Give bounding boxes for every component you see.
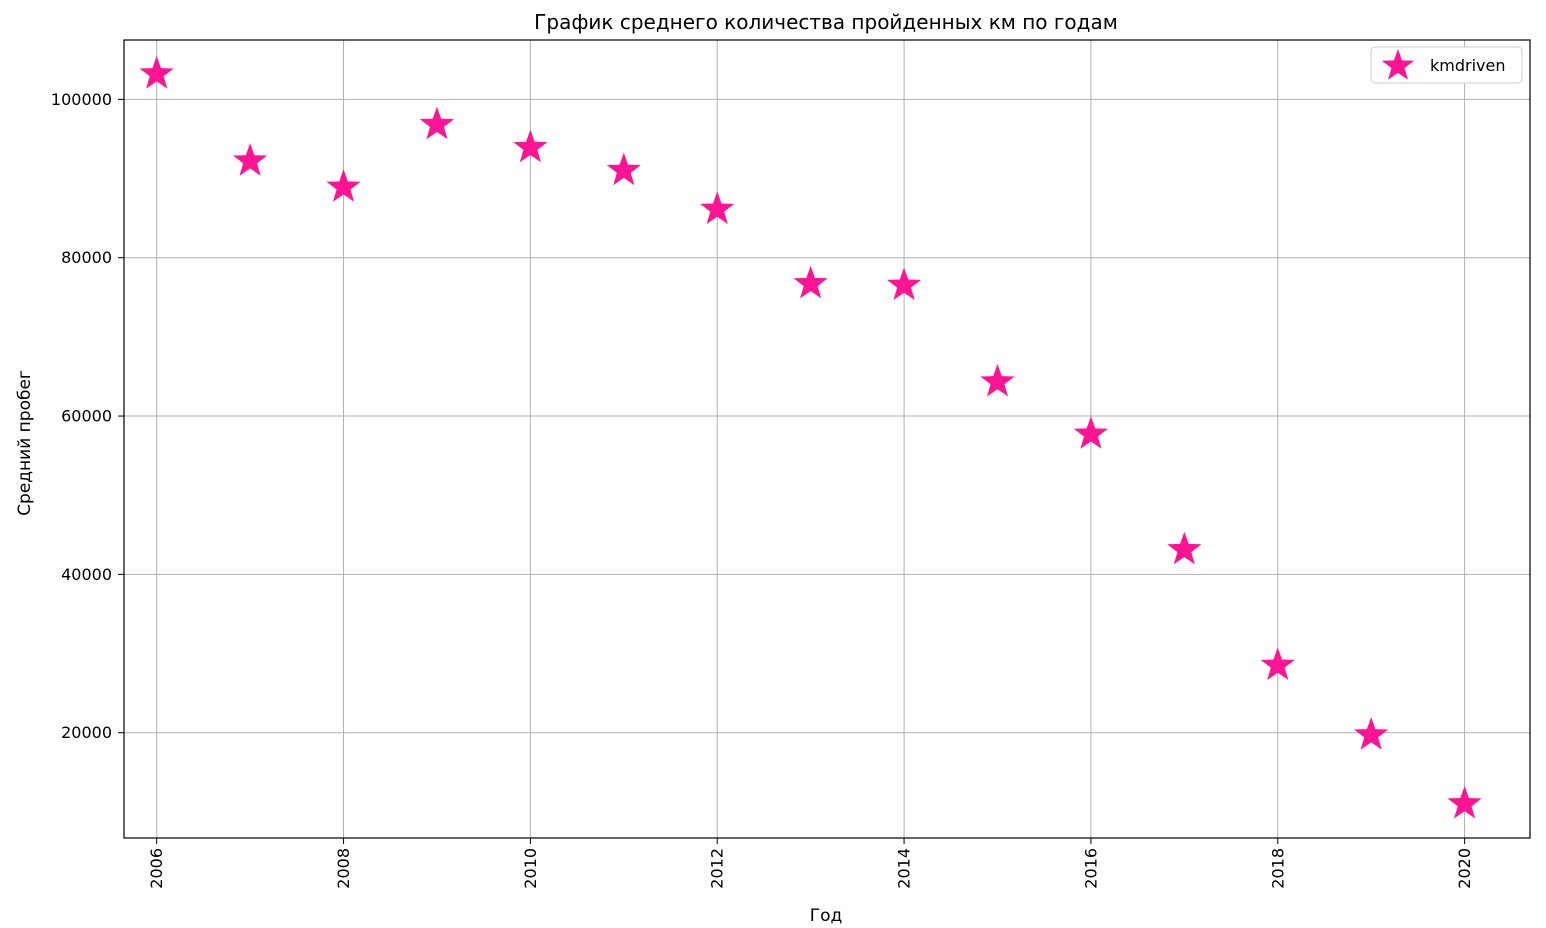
x-tick-label: 2012: [708, 848, 727, 889]
data-point-star: [1447, 785, 1482, 819]
x-axis-title: Год: [810, 906, 843, 926]
data-point-star: [606, 152, 641, 186]
legend-label: kmdriven: [1430, 56, 1505, 75]
data-point-star: [700, 191, 735, 224]
data-point-star: [326, 169, 361, 202]
legend-box: [1370, 46, 1523, 84]
chart-title: График среднего количества пройденных км…: [534, 10, 1118, 34]
data-point-star: [233, 143, 268, 176]
data-points: [139, 56, 1482, 819]
y-tick-label: 100000: [51, 90, 112, 109]
legend-star-marker: [1381, 49, 1415, 80]
x-tick-label: 2008: [334, 848, 353, 889]
y-axis-title: Средний пробег: [15, 370, 35, 516]
data-point-star: [886, 267, 922, 300]
data-point-star: [793, 265, 828, 299]
data-point-star: [1073, 416, 1109, 449]
x-tick-label: 2010: [521, 848, 540, 889]
x-tick-label: 2016: [1081, 848, 1100, 889]
x-tick-label: 2018: [1268, 848, 1287, 889]
data-point-star: [419, 106, 455, 140]
data-point-star: [980, 364, 1015, 397]
data-point-star: [1167, 531, 1202, 565]
x-tick-label: 2014: [895, 848, 914, 889]
y-tick-label: 60000: [61, 407, 112, 426]
data-point-star: [139, 56, 174, 89]
data-point-star: [513, 129, 548, 163]
data-point-star: [1260, 647, 1295, 680]
y-tick-label: 40000: [61, 565, 112, 584]
plot-frame: [123, 39, 1531, 839]
y-tick-label: 80000: [61, 248, 112, 267]
axis-ticks: 2006 2008 2010 2012 2014 2016 2018 2020 20000 400…: [51, 90, 1474, 889]
y-tick-label: 20000: [61, 723, 112, 742]
x-tick-label: 2020: [1455, 848, 1474, 889]
legend: kmdriven: [1370, 46, 1523, 84]
x-tick-label: 2006: [147, 848, 166, 889]
data-point-star: [1354, 717, 1389, 750]
